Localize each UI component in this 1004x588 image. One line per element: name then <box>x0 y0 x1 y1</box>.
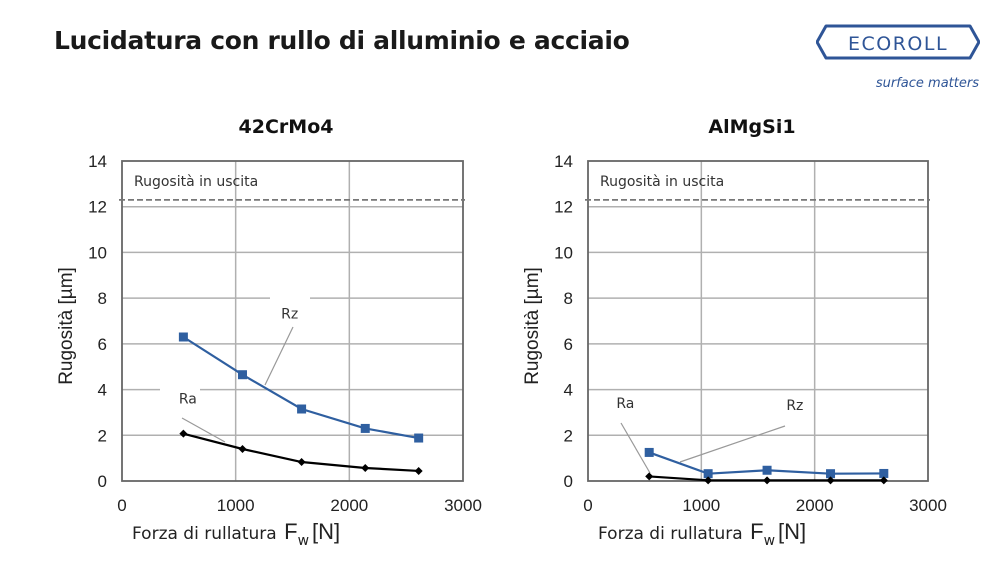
chart-almgsi1: Rugosità in uscita 0 2 4 6 8 10 12 14 0 1000 2000 30… <box>522 152 947 549</box>
chart-title-almgsi1: AlMgSi1 <box>708 116 796 138</box>
data-point-diamond <box>879 476 888 485</box>
y-tick-label: 10 <box>88 243 107 262</box>
x-axis-label: Forza di rullatura Fw [N] <box>598 519 806 549</box>
x-tick-label: 1000 <box>682 496 720 515</box>
y-tick-label: 12 <box>88 198 107 217</box>
x-axis-label: Forza di rullatura Fw [N] <box>132 519 340 549</box>
annotation-leader-rz <box>679 425 786 463</box>
annotation-ra: Ra <box>179 391 197 407</box>
data-point-square <box>297 404 307 414</box>
page-title: Lucidatura con rullo di alluminio e acci… <box>54 26 630 55</box>
y-tick-label: 2 <box>98 426 107 445</box>
data-point-square <box>762 465 772 475</box>
y-tick-label: 14 <box>554 152 573 171</box>
data-point-diamond <box>179 429 188 438</box>
data-point-square <box>703 469 713 479</box>
data-point-square <box>826 469 836 479</box>
y-tick-label: 6 <box>98 335 107 354</box>
y-tick-label: 10 <box>554 243 573 262</box>
y-tick-label: 14 <box>88 152 107 171</box>
series-line-rz <box>182 336 419 440</box>
y-tick-label: 8 <box>564 289 573 308</box>
x-tick-label: 3000 <box>909 496 947 515</box>
data-point-diamond <box>414 466 423 475</box>
ecoroll-logo: ECOROLL surface matters <box>816 24 980 91</box>
reference-line-label: Rugosità in uscita <box>600 174 724 190</box>
data-point-diamond <box>238 445 247 453</box>
x-tick-label: 3000 <box>444 496 482 515</box>
plot-frame <box>587 160 929 482</box>
data-point-diamond <box>645 472 654 481</box>
annotation-rz: Rz <box>786 398 803 414</box>
y-axis-label: Rugosità [µm] <box>522 267 543 385</box>
data-point-diamond <box>361 463 370 472</box>
data-point-square <box>360 423 370 433</box>
plot-frame <box>121 160 464 482</box>
y-tick-label: 0 <box>564 472 573 491</box>
label-mask <box>160 383 200 395</box>
annotation-leader-ra <box>620 422 651 474</box>
data-point-diamond <box>763 476 772 485</box>
y-axis-label: Rugosità [µm] <box>56 267 77 385</box>
x-tick-label: 2000 <box>796 496 834 515</box>
logo-tagline: surface matters <box>876 76 979 91</box>
data-point-diamond <box>826 476 835 485</box>
annotation-ra: Ra <box>616 396 634 412</box>
annotation-leader-rz <box>264 326 294 386</box>
data-point-square <box>644 447 654 457</box>
annotation-rz: Rz <box>281 307 298 323</box>
y-tick-label: 2 <box>564 426 573 445</box>
label-mask <box>270 292 310 304</box>
data-point-square <box>879 468 889 478</box>
x-tick-label: 0 <box>583 496 592 515</box>
data-point-square <box>414 433 424 443</box>
data-point-square <box>178 332 188 342</box>
data-point-diamond <box>704 476 713 485</box>
y-tick-label: 6 <box>564 335 573 354</box>
logo-brand-text: ECOROLL <box>848 33 948 55</box>
data-point-diamond <box>297 458 306 467</box>
reference-line-label: Rugosità in uscita <box>134 174 258 190</box>
y-tick-label: 4 <box>564 381 573 400</box>
chart-42crmo4: Rugosità in uscita 0 2 4 6 8 10 12 14 0 1000 2000 30… <box>56 152 482 549</box>
x-tick-label: 0 <box>117 496 126 515</box>
y-tick-label: 0 <box>98 472 107 491</box>
y-tick-label: 12 <box>554 198 573 217</box>
chart-title-42crmo4: 42CrMo4 <box>238 116 334 138</box>
annotation-leader-ra <box>181 417 226 443</box>
data-point-square <box>237 370 247 380</box>
logo-badge-outline <box>816 24 980 60</box>
y-tick-label: 4 <box>98 381 107 400</box>
x-tick-label: 2000 <box>330 496 368 515</box>
y-tick-label: 8 <box>98 289 107 308</box>
x-tick-label: 1000 <box>217 496 255 515</box>
